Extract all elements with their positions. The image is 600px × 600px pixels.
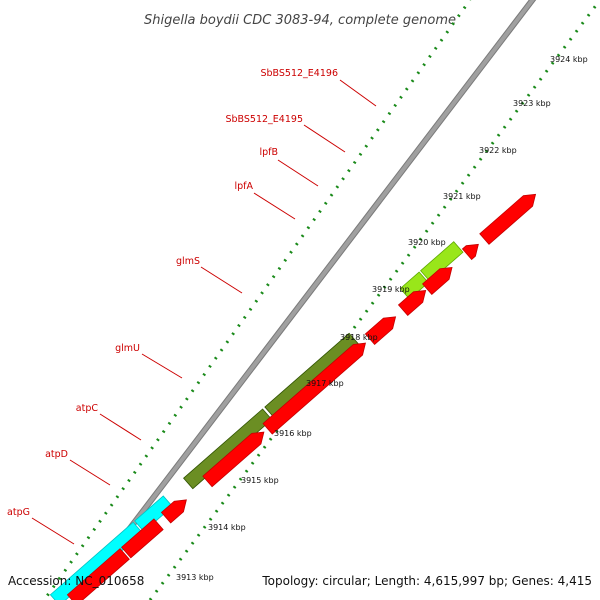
gene-label: glmS <box>176 256 200 267</box>
cds-block-10 <box>479 193 537 245</box>
tick-label: 3917 kbp <box>306 379 344 388</box>
feature-blocks <box>49 193 537 600</box>
genome-summary: Topology: circular; Length: 4,615,997 bp… <box>262 574 592 588</box>
backbone-line <box>71 0 537 600</box>
tick-label: 3913 kbp <box>176 573 214 582</box>
gene-leader-line <box>31 517 75 545</box>
tick-label: 3914 kbp <box>208 523 246 532</box>
gene-label: glmU <box>115 343 140 354</box>
cds-block-1 <box>66 548 130 600</box>
tick-label: 3924 kbp <box>550 55 588 64</box>
accession-text: Accession: NC_010658 <box>8 574 145 588</box>
lpfB-block <box>420 241 464 282</box>
genome-backbone <box>71 0 537 600</box>
gene-leader-line <box>277 159 319 187</box>
gene-label: SbBS512_E4196 <box>260 68 338 79</box>
gene-labels: SbBS512_E4196 SbBS512_E4195 lpfB lpfA glmS gl… <box>7 68 377 545</box>
cds-block-4 <box>202 431 265 488</box>
gene-label: lpfB <box>259 147 278 158</box>
glmS-block <box>264 332 359 419</box>
backbone-highlight <box>72 0 535 600</box>
cds-block-2 <box>121 518 164 559</box>
tick-label: 3919 kbp <box>372 285 410 294</box>
gene-leader-line <box>339 79 377 107</box>
cds-block-9 <box>461 243 479 261</box>
gene-leader-line <box>69 459 111 486</box>
cds-block-7 <box>397 289 427 317</box>
gene-label: lpfA <box>234 181 253 192</box>
tick-label: 3915 kbp <box>241 476 279 485</box>
cds-block-8 <box>422 266 453 295</box>
tick-label: 3921 kbp <box>443 192 481 201</box>
atp-block-upper <box>134 495 174 533</box>
tick-dots <box>42 0 600 600</box>
gene-label: atpG <box>7 507 30 518</box>
inner-tick-dots <box>42 0 472 600</box>
tick-labels: 3913 kbp 3914 kbp 3915 kbp 3916 kbp 3917 kbp… <box>176 55 588 582</box>
cds-block-5 <box>262 342 366 435</box>
cds-block-3 <box>160 499 187 524</box>
cds-block-6 <box>364 316 397 346</box>
tick-label: 3923 kbp <box>513 99 551 108</box>
gene-leader-line <box>200 266 243 294</box>
tick-label: 3918 kbp <box>340 333 378 342</box>
gene-label: SbBS512_E4195 <box>225 114 303 125</box>
gene-leader-line <box>141 353 183 379</box>
gene-leader-line <box>253 192 296 220</box>
gene-leader-line <box>99 413 142 441</box>
gene-leader-line <box>303 124 346 153</box>
map-title: Shigella boydii CDC 3083-94, complete ge… <box>144 13 456 28</box>
tick-label: 3922 kbp <box>479 146 517 155</box>
gene-label: atpC <box>76 403 99 414</box>
gene-label: atpD <box>45 449 68 460</box>
tick-label: 3920 kbp <box>408 238 446 247</box>
tick-label: 3916 kbp <box>274 429 312 438</box>
outer-tick-dots <box>148 0 600 600</box>
lpfA-block <box>399 271 429 300</box>
